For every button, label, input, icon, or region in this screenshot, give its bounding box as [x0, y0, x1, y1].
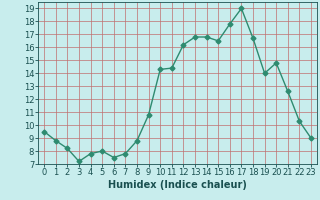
X-axis label: Humidex (Indice chaleur): Humidex (Indice chaleur) — [108, 180, 247, 190]
